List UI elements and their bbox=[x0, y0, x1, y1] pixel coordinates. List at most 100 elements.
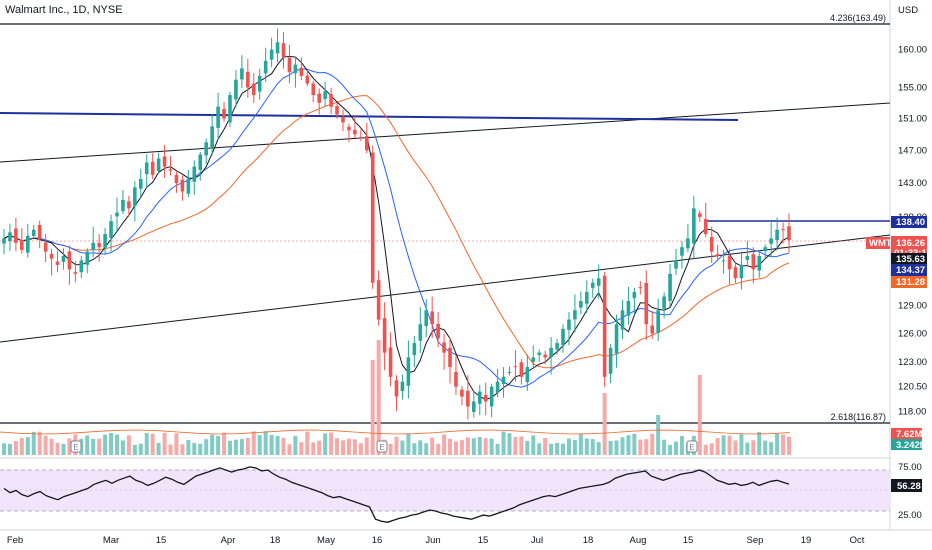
volume-bar bbox=[572, 439, 577, 455]
rsi-value-tag bbox=[891, 479, 922, 492]
candle-body bbox=[222, 108, 226, 119]
volume-bar bbox=[216, 436, 221, 455]
candle-body bbox=[406, 357, 411, 386]
price-tag-label: 135.63 bbox=[896, 254, 925, 265]
volume-bar bbox=[650, 433, 655, 455]
candle-body bbox=[180, 179, 185, 192]
candle-body bbox=[596, 278, 601, 286]
volume-bar bbox=[281, 437, 286, 455]
volume-bar bbox=[543, 438, 548, 455]
price-tick-label: 123.00 bbox=[898, 357, 927, 368]
candle-body bbox=[168, 169, 173, 171]
volume-bar bbox=[317, 440, 322, 455]
candle-body bbox=[590, 282, 595, 288]
earnings-marker-label: E bbox=[689, 443, 694, 452]
candle-body bbox=[489, 386, 494, 407]
volume-bar bbox=[19, 438, 24, 455]
volume-bar bbox=[394, 436, 399, 455]
price-tick-label: 151.00 bbox=[898, 113, 927, 124]
candle-body bbox=[763, 247, 768, 252]
volume-bar bbox=[602, 393, 607, 455]
volume-bar bbox=[751, 440, 756, 455]
volume-bar bbox=[376, 340, 381, 455]
volume-bar bbox=[257, 435, 262, 455]
volume-bar bbox=[7, 443, 12, 455]
candle-body bbox=[204, 142, 208, 156]
volume-tag bbox=[891, 428, 922, 439]
candle-body bbox=[43, 242, 48, 252]
price-tag-label: 138.40 bbox=[896, 217, 925, 228]
candle-body bbox=[430, 311, 434, 325]
currency-label: USD bbox=[898, 5, 918, 16]
volume-bar bbox=[453, 441, 458, 455]
volume-bar bbox=[227, 440, 232, 455]
volume-bar bbox=[596, 442, 601, 455]
candle-body bbox=[156, 158, 161, 171]
volume-bar bbox=[364, 437, 369, 455]
volume-bar bbox=[763, 440, 768, 455]
volume-bar bbox=[448, 438, 453, 455]
candle-body bbox=[674, 260, 678, 269]
earnings-marker bbox=[686, 440, 698, 453]
candle-body bbox=[376, 280, 381, 320]
volume-bar bbox=[400, 440, 405, 455]
candle-body bbox=[103, 234, 107, 248]
volume-bar bbox=[525, 440, 530, 455]
candle-body bbox=[656, 310, 660, 333]
candle-body bbox=[31, 229, 36, 236]
volume-tag-label: 3.242M bbox=[896, 440, 928, 451]
volume-bar bbox=[37, 431, 42, 455]
volume-bar bbox=[210, 434, 215, 455]
candle-body bbox=[216, 106, 220, 128]
candle-body bbox=[329, 94, 333, 107]
candle-body bbox=[727, 255, 732, 270]
volume-bar bbox=[614, 440, 619, 455]
candle-body bbox=[543, 354, 547, 358]
volume-bar bbox=[340, 440, 345, 455]
symbol-tag bbox=[866, 237, 890, 249]
candle-body bbox=[127, 201, 131, 209]
rsi-line: 75.00 25.00 56.28 bbox=[3, 462, 922, 523]
volume-bar bbox=[335, 438, 340, 455]
volume-bar bbox=[31, 431, 36, 455]
candle-body bbox=[573, 310, 577, 320]
price-tick-label: 155.00 bbox=[898, 82, 927, 93]
volume-bar bbox=[370, 360, 375, 455]
candles[interactable] bbox=[2, 28, 791, 420]
price-tick-label: 160.00 bbox=[898, 45, 927, 56]
volume-bar bbox=[632, 433, 637, 455]
candle-body bbox=[121, 199, 125, 212]
rsi-band bbox=[0, 470, 890, 511]
candle-body bbox=[442, 342, 446, 353]
fib-levels: 4.236(163.49) 2.618(116.87) bbox=[0, 13, 890, 424]
volume-bar bbox=[233, 439, 238, 455]
candle-body bbox=[555, 343, 559, 350]
candle-body bbox=[668, 273, 672, 301]
volume-bar bbox=[489, 438, 494, 455]
time-tick-label: 15 bbox=[478, 535, 489, 546]
candle-body bbox=[739, 264, 744, 279]
volume-bar bbox=[733, 440, 738, 455]
candle-body bbox=[287, 57, 292, 73]
volume-bar bbox=[644, 439, 649, 455]
volume-bar bbox=[590, 439, 595, 455]
earnings-marker-label: E bbox=[73, 443, 78, 452]
candle-body bbox=[662, 296, 666, 309]
candle-body bbox=[85, 251, 90, 265]
volume-bar bbox=[156, 442, 161, 455]
volume-bar bbox=[388, 443, 393, 455]
volume-bar bbox=[418, 440, 423, 455]
price-tick-label: 118.00 bbox=[898, 407, 926, 418]
volume-bar bbox=[323, 433, 328, 455]
time-tick-label: Aug bbox=[630, 535, 647, 546]
volume-bar bbox=[192, 443, 197, 455]
candle-body bbox=[495, 381, 500, 393]
volume-bar bbox=[715, 438, 720, 455]
candle-body bbox=[234, 79, 238, 100]
time-tick-label: 15 bbox=[156, 535, 167, 546]
volume-bar bbox=[787, 436, 791, 455]
volume-bar bbox=[358, 443, 363, 455]
